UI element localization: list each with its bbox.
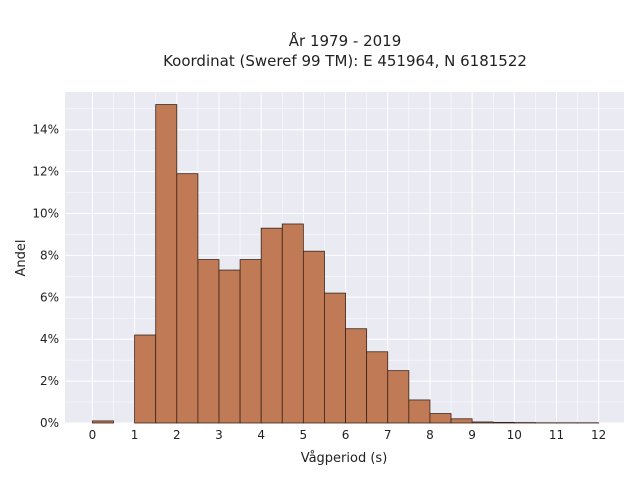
y-axis-ticks: 0% 2% 4% 6% 8% 10% 12% 14% (32, 123, 59, 430)
histogram-bar (450, 418, 473, 424)
x-tick-label: 3 (215, 428, 223, 442)
histogram-bar (239, 259, 262, 424)
y-tick-label: 2% (40, 374, 59, 388)
chart-subtitle: Koordinat (Sweref 99 TM): E 451964, N 61… (163, 52, 527, 70)
x-tick-label: 4 (257, 428, 265, 442)
y-tick-label: 6% (40, 290, 59, 304)
histogram-bar (366, 351, 389, 424)
y-tick-label: 14% (32, 123, 59, 137)
histogram-bar (302, 250, 325, 424)
chart-title: År 1979 - 2019 (289, 31, 402, 50)
x-tick-label: 0 (89, 428, 97, 442)
histogram-bar (197, 259, 220, 424)
y-tick-label: 4% (40, 332, 59, 346)
x-tick-label: 5 (300, 428, 308, 442)
histogram-bar (345, 328, 368, 424)
x-axis-label: Vågperiod (s) (301, 451, 388, 466)
histogram-bar (387, 370, 410, 424)
histogram-bar (176, 173, 199, 424)
histogram-bar (155, 104, 178, 424)
histogram-bar (471, 421, 494, 424)
y-tick-label: 10% (32, 207, 59, 221)
y-tick-label: 0% (40, 416, 59, 430)
histogram-bar (408, 399, 431, 424)
y-tick-label: 12% (32, 165, 59, 179)
x-tick-label: 1 (131, 428, 139, 442)
x-tick-label: 6 (342, 428, 350, 442)
x-tick-label: 7 (384, 428, 392, 442)
x-tick-label: 9 (468, 428, 476, 442)
histogram-bar (218, 269, 241, 424)
histogram-bar (260, 227, 283, 424)
histogram-bar (324, 292, 346, 424)
y-axis-label: Andel (14, 240, 29, 277)
x-tick-label: 8 (426, 428, 434, 442)
bars (92, 104, 600, 424)
histogram-bar (134, 334, 157, 424)
x-tick-label: 12 (591, 428, 606, 442)
histogram-bar (92, 420, 114, 424)
x-axis-ticks: 0 1 2 3 4 5 6 7 8 9 10 11 12 (89, 428, 607, 442)
histogram-bar (429, 413, 452, 424)
histogram-bar (492, 421, 515, 424)
y-tick-label: 8% (40, 248, 59, 262)
x-tick-label: 10 (507, 428, 522, 442)
x-tick-label: 11 (549, 428, 564, 442)
histogram-bar (281, 223, 304, 424)
x-tick-label: 2 (173, 428, 181, 442)
